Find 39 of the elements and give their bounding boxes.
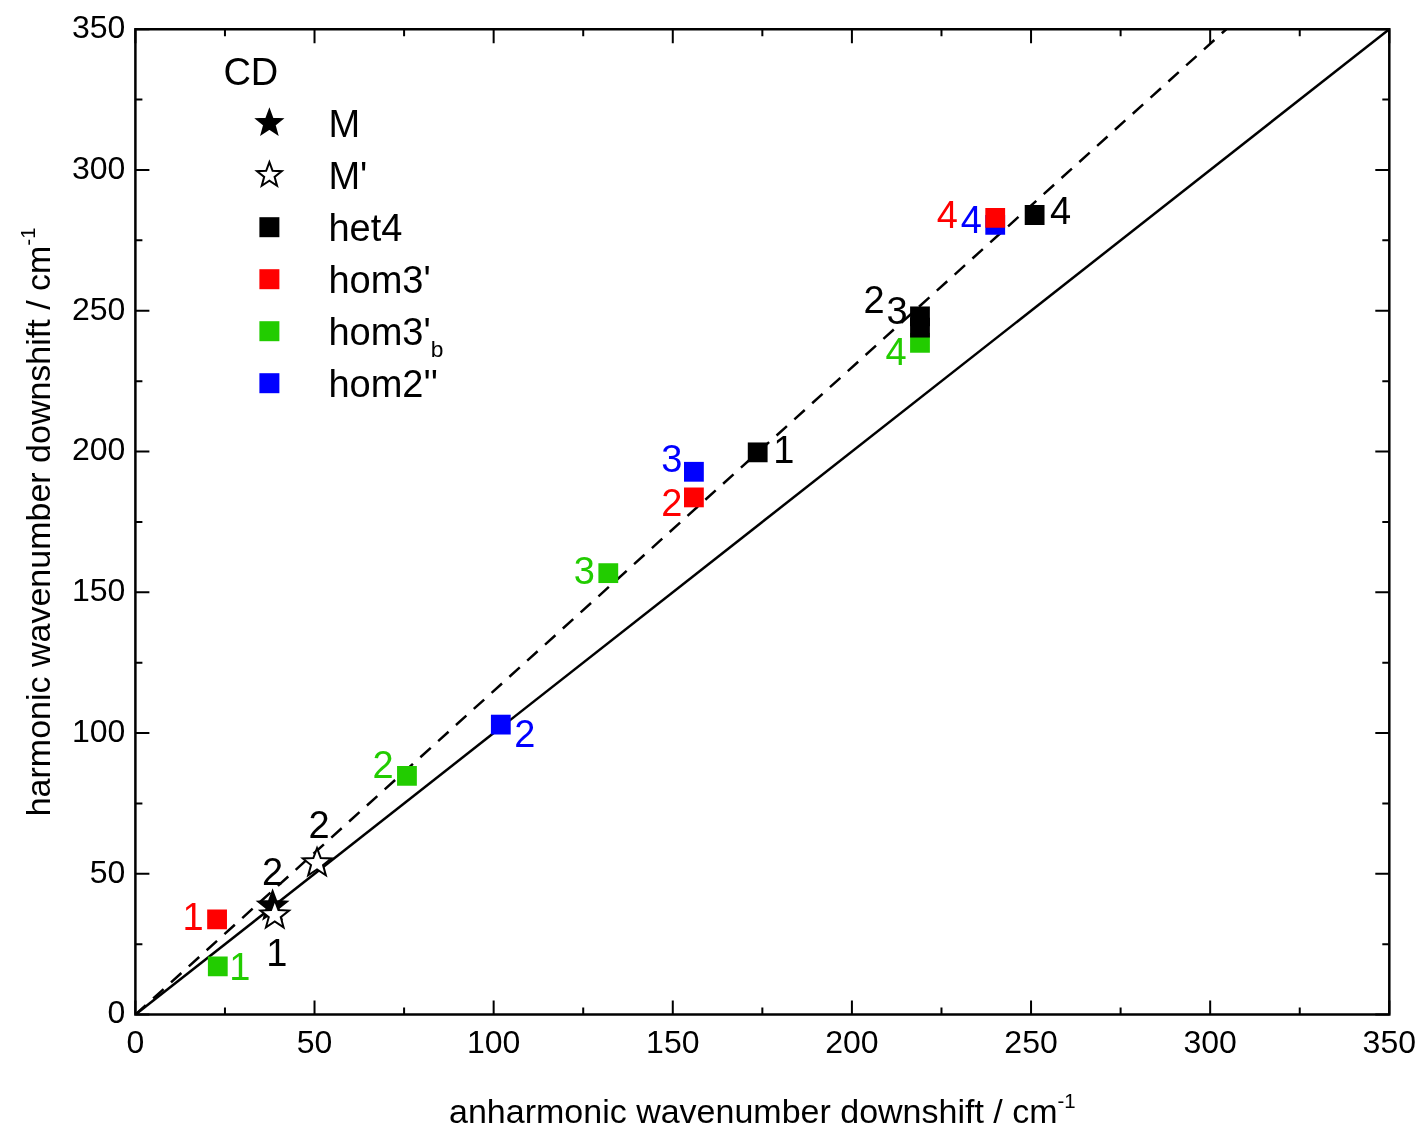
- x-tick-label: 200: [825, 1023, 879, 1060]
- annotation: 2: [308, 803, 330, 846]
- annotation: 4: [1050, 189, 1072, 232]
- x-tick-label: 250: [1004, 1023, 1058, 1060]
- annotation: 1: [266, 931, 288, 974]
- x-tick-label: 150: [646, 1023, 700, 1060]
- annotation: 4: [885, 331, 907, 374]
- annotation: 1: [182, 895, 204, 938]
- annotation: 4: [936, 194, 958, 237]
- y-tick-label: 100: [72, 712, 126, 749]
- legend-label: M: [328, 103, 361, 146]
- annotation: 3: [661, 438, 683, 481]
- annotation: 2: [661, 481, 683, 524]
- y-tick-label: 50: [89, 853, 126, 890]
- annotation: 1: [229, 945, 251, 988]
- legend-label: M': [328, 155, 368, 198]
- y-tick-label: 200: [72, 431, 126, 468]
- y-tick-label: 250: [72, 290, 126, 327]
- y-tick-label: 150: [72, 572, 126, 609]
- x-tick-label: 50: [296, 1023, 333, 1060]
- annotation: 1: [773, 428, 795, 471]
- legend-label: hom3': [328, 259, 431, 302]
- x-tick-label: 300: [1183, 1023, 1237, 1060]
- y-axis-title: harmonic wavenumber downshift / cm-1: [16, 227, 57, 817]
- annotation: 4: [960, 199, 982, 242]
- legend-title: CD: [223, 51, 279, 94]
- annotation: 2: [863, 278, 885, 321]
- annotation: 2: [372, 744, 394, 787]
- legend-label: het4: [328, 207, 403, 250]
- legend-label: hom2'': [328, 363, 438, 406]
- x-tick-label: 350: [1362, 1023, 1416, 1060]
- annotation: 3: [886, 290, 908, 333]
- x-tick-label: 100: [466, 1023, 521, 1060]
- annotation: 2: [514, 713, 536, 756]
- annotation: 2: [262, 850, 284, 893]
- annotation: 3: [573, 549, 595, 592]
- y-tick-label: 0: [107, 994, 126, 1031]
- y-tick-label: 350: [72, 9, 126, 46]
- y-tick-label: 300: [72, 149, 126, 186]
